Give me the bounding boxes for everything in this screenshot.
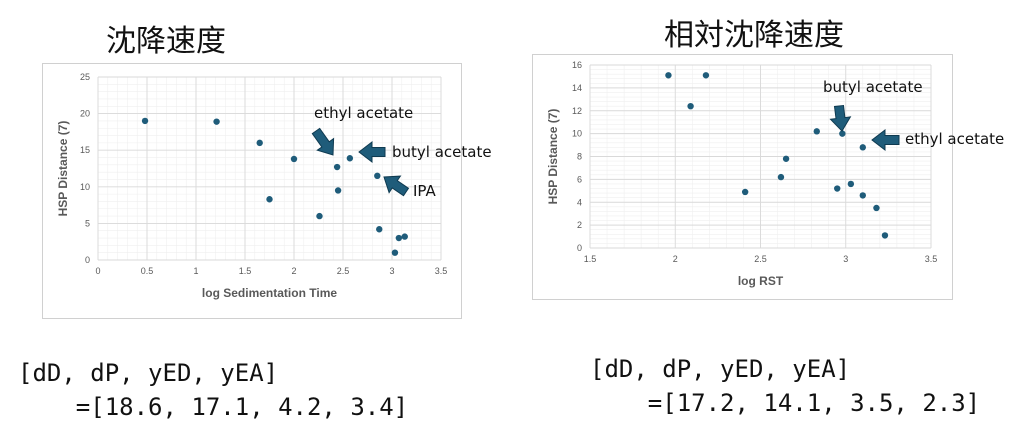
data-point bbox=[859, 144, 866, 151]
scatter-plot-rst: 1.5 2 2.5 3 3.5 0 2 4 6 8 10 12 14 16 log RST HSP Dista… bbox=[546, 60, 938, 288]
data-point bbox=[395, 234, 403, 242]
data-point bbox=[266, 196, 273, 203]
scatter-plot-sedimentation: 0 0.5 1 1.5 2 2.5 3 3.5 0 5 10 15 20 25 log Sedimentat… bbox=[56, 72, 448, 300]
y-tick-label: 8 bbox=[577, 152, 582, 162]
y-tick-label: 2 bbox=[577, 220, 582, 230]
x-tick-label: 3 bbox=[843, 254, 848, 264]
chart-heading-relative-sedimentation: 相対沈降速度 bbox=[664, 18, 844, 53]
data-point bbox=[847, 180, 855, 188]
data-point bbox=[741, 188, 749, 196]
y-tick-label: 20 bbox=[80, 109, 90, 119]
x-axis-title: log RST bbox=[738, 274, 784, 288]
formula-right-line1: [dD, dP, yED, yEA] bbox=[590, 355, 851, 383]
x-tick-label: 3 bbox=[389, 266, 394, 276]
y-tick-label: 15 bbox=[80, 145, 90, 155]
x-tick-label: 0.5 bbox=[141, 266, 154, 276]
x-tick-label: 2.5 bbox=[754, 254, 767, 264]
data-point bbox=[334, 187, 342, 194]
data-point bbox=[333, 163, 341, 171]
data-point bbox=[782, 155, 790, 162]
hsp-formula-left: [dD, dP, yED, yEA] =[18.6, 17.1, 4.2, 3.… bbox=[18, 356, 408, 424]
data-point bbox=[881, 232, 889, 239]
formula-left-line1: [dD, dP, yED, yEA] bbox=[18, 359, 279, 387]
x-tick-label: 1.5 bbox=[584, 254, 597, 264]
y-tick-label: 0 bbox=[85, 255, 90, 265]
x-tick-label: 2.5 bbox=[337, 266, 350, 276]
data-point bbox=[391, 249, 399, 256]
chart-heading-sedimentation: 沈降速度 bbox=[106, 24, 226, 59]
data-point bbox=[374, 172, 381, 180]
data-point bbox=[834, 185, 841, 192]
data-point bbox=[401, 233, 408, 240]
data-point bbox=[777, 173, 785, 181]
chart-sedimentation-time: 0 0.5 1 1.5 2 2.5 3 3.5 0 5 10 15 20 25 log Sedimentat… bbox=[42, 63, 462, 319]
x-axis-title: log Sedimentation Time bbox=[202, 286, 337, 300]
x-tick-label: 3.5 bbox=[925, 254, 938, 264]
data-point bbox=[687, 102, 694, 110]
data-point bbox=[141, 117, 149, 125]
data-point bbox=[213, 118, 220, 125]
data-point bbox=[256, 139, 263, 147]
x-tick-label: 1 bbox=[193, 266, 198, 276]
y-tick-label: 25 bbox=[80, 72, 90, 82]
y-tick-label: 10 bbox=[80, 182, 90, 192]
data-point bbox=[316, 212, 323, 220]
data-point bbox=[859, 192, 866, 199]
data-point bbox=[813, 128, 820, 135]
x-tick-label: 2 bbox=[673, 254, 678, 264]
data-point bbox=[702, 72, 710, 79]
formula-right-line2: =[17.2, 14.1, 3.5, 2.3] bbox=[647, 389, 981, 417]
y-tick-label: 4 bbox=[577, 197, 582, 207]
y-tick-label: 16 bbox=[572, 60, 582, 70]
y-tick-label: 6 bbox=[577, 174, 582, 184]
chart-relative-sedimentation: 1.5 2 2.5 3 3.5 0 2 4 6 8 10 12 14 16 log RST HSP Dista… bbox=[532, 54, 953, 300]
y-tick-label: 0 bbox=[577, 243, 582, 253]
formula-left-line2: =[18.6, 17.1, 4.2, 3.4] bbox=[75, 393, 409, 421]
data-point bbox=[839, 130, 846, 137]
x-tick-label: 2 bbox=[291, 266, 296, 276]
y-axis-title: HSP Distance (7) bbox=[546, 109, 560, 205]
y-tick-label: 10 bbox=[572, 129, 582, 139]
y-tick-label: 12 bbox=[572, 106, 582, 116]
hsp-formula-right: [dD, dP, yED, yEA] =[17.2, 14.1, 3.5, 2.… bbox=[590, 352, 980, 420]
y-tick-label: 14 bbox=[572, 83, 582, 93]
data-point bbox=[346, 155, 354, 162]
x-tick-label: 3.5 bbox=[435, 266, 448, 276]
data-point bbox=[873, 204, 880, 212]
x-tick-label: 0 bbox=[95, 266, 100, 276]
x-tick-label: 1.5 bbox=[239, 266, 252, 276]
y-axis-title: HSP Distance (7) bbox=[56, 121, 70, 217]
y-tick-label: 5 bbox=[85, 218, 90, 228]
data-point bbox=[376, 226, 383, 233]
data-point bbox=[665, 72, 672, 79]
data-point bbox=[290, 155, 298, 163]
